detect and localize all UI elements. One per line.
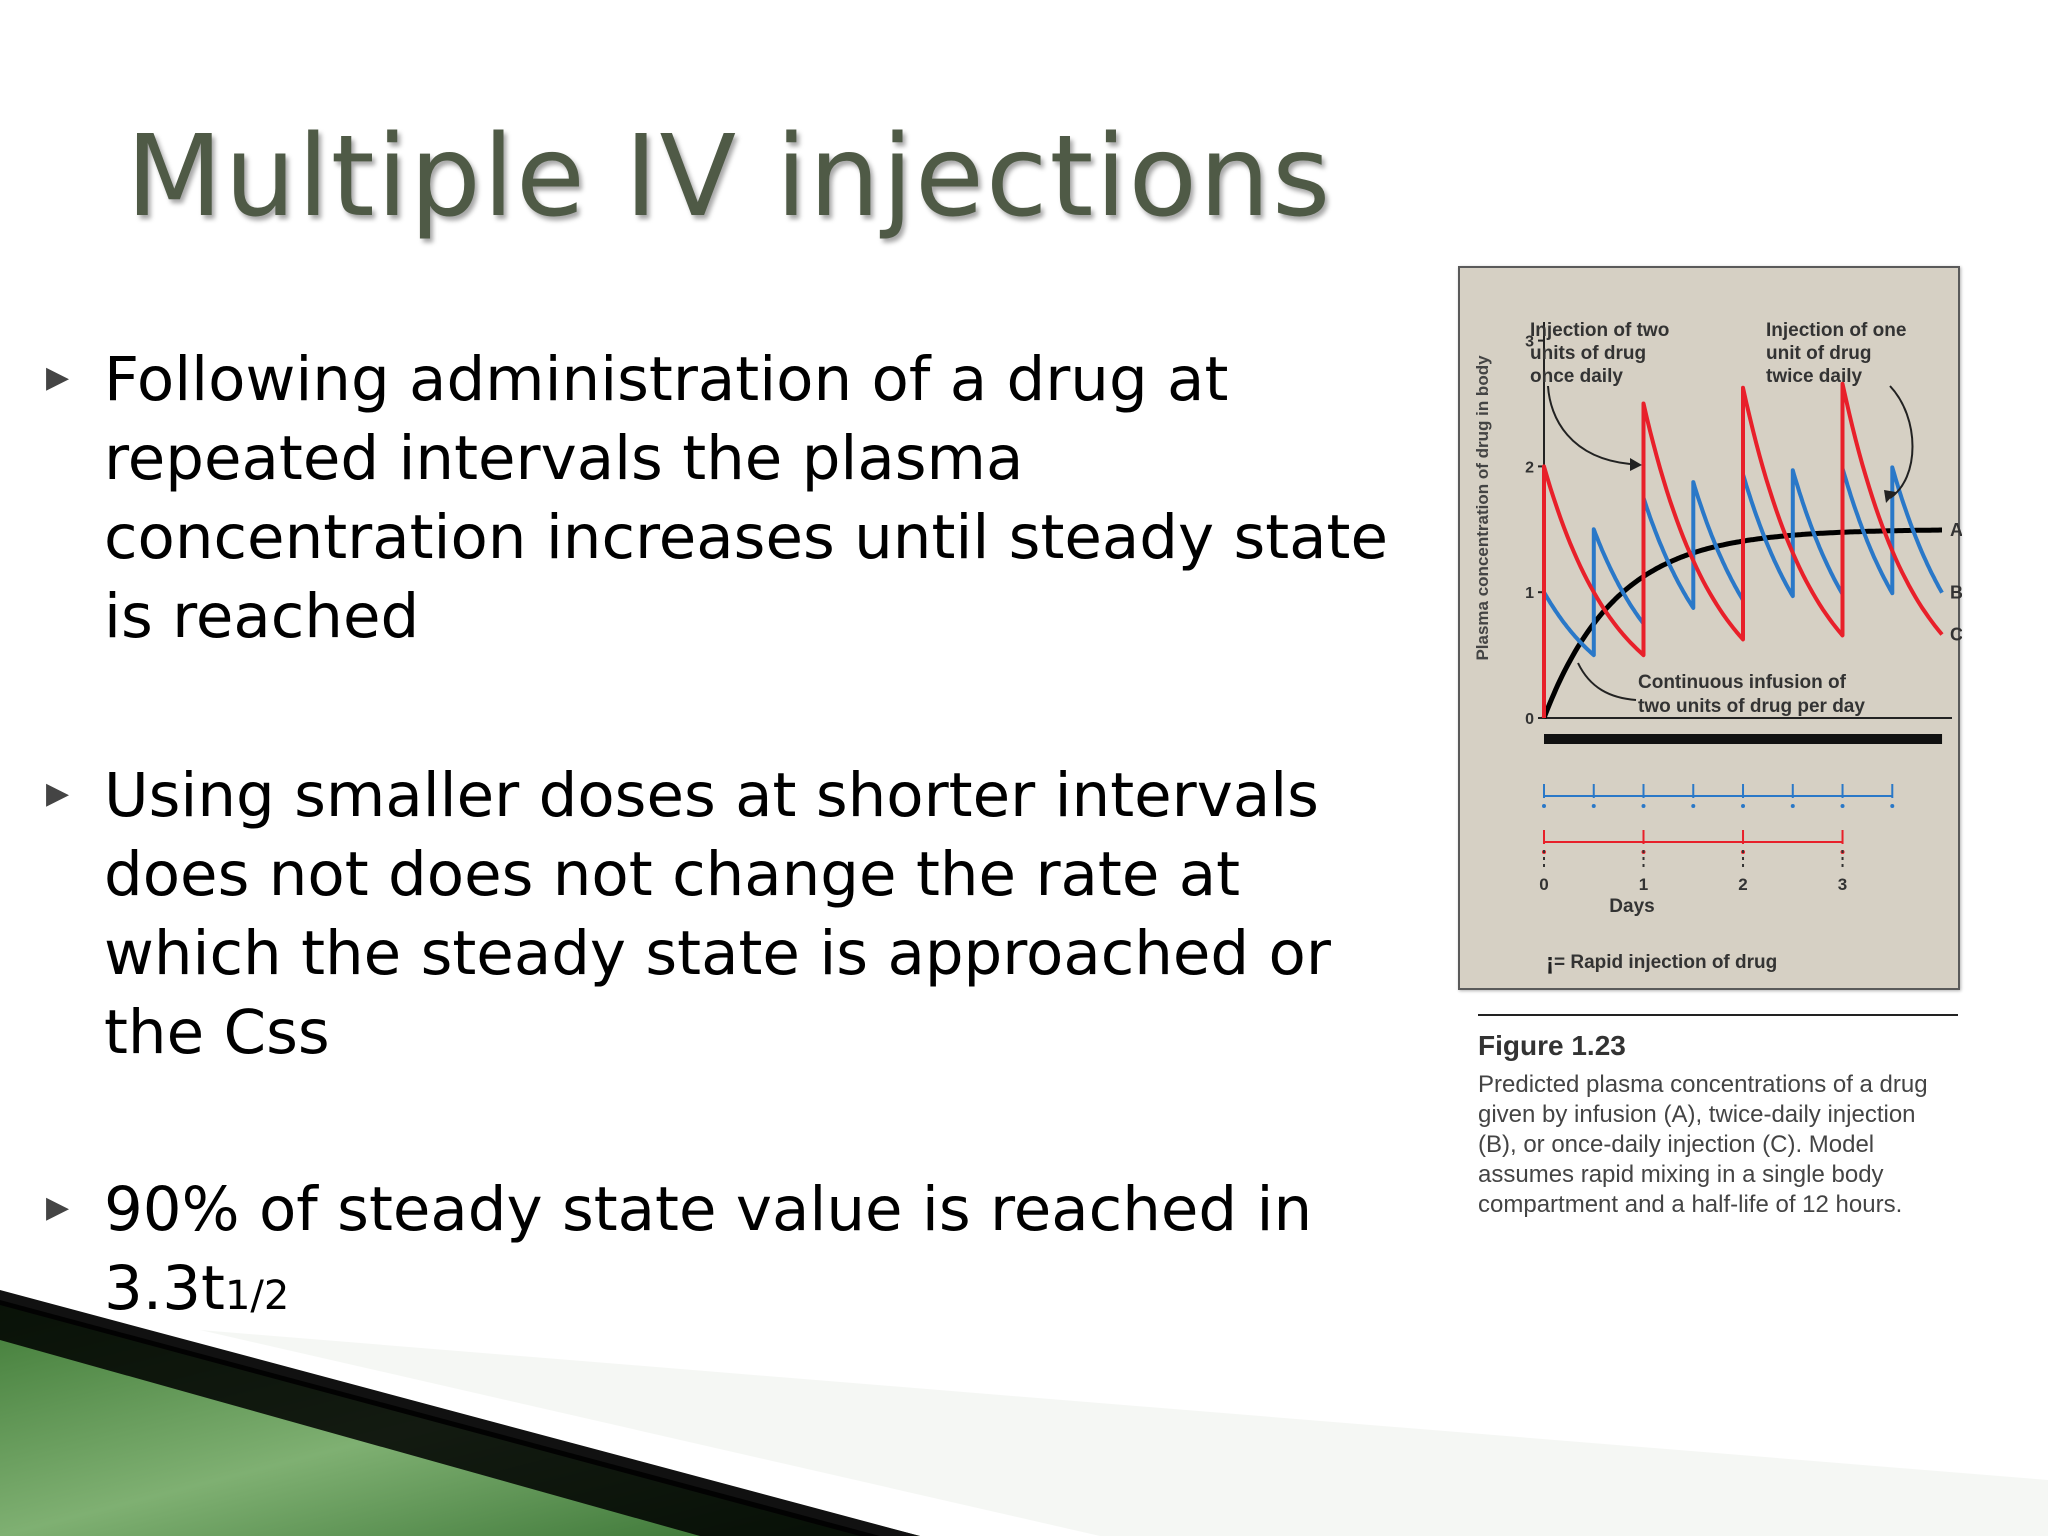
pk-chart: 0 1 2 3 A B C 0 1 2 3 Plasma concentration of drug… [1473, 320, 1962, 976]
caption-text: Predicted plasma concentrations of a dru… [1478, 1071, 1928, 1218]
infusion-bar [1544, 734, 1943, 744]
injection-marker-dot [1840, 804, 1845, 808]
x-tick-label: 2 [1738, 875, 1747, 894]
bullet-text: Following administration of a drug at re… [104, 344, 1389, 652]
injection-marker-dot [1591, 804, 1596, 808]
series-A-label: A [1950, 520, 1962, 540]
injection-marker-dot [1691, 804, 1696, 808]
y-tick-label: 0 [1525, 711, 1534, 728]
annotation-infusion-2: two units of drug per day [1638, 696, 1865, 717]
bullet-text: 90% of steady state value is reached in … [104, 1170, 1406, 1336]
half-life-subscript: 1/2 [224, 1273, 290, 1319]
injection-marker-dot [1890, 804, 1895, 808]
days-axis-label: Days [1609, 896, 1654, 917]
annotation-arrow-left [1547, 385, 1631, 465]
triangle-right-icon: ▶ [46, 360, 70, 395]
bullet-item: ▶ Using smaller doses at shorter interva… [46, 756, 1406, 1072]
annotation-right-3: twice daily [1766, 366, 1863, 387]
triangle-right-icon: ▶ [46, 1190, 70, 1225]
injection-legend-text: = Rapid injection of drug [1554, 952, 1777, 973]
series-C-line [1542, 381, 1944, 718]
annotation-left-3: once daily [1530, 366, 1623, 387]
slide-title: Multiple IV injections [126, 112, 1333, 242]
caption-title: Figure 1.23 [1478, 1030, 1626, 1061]
arrowhead-icon [1884, 490, 1896, 503]
annotation-right-1: Injection of one [1766, 320, 1906, 341]
annotation-infusion-1: Continuous infusion of [1638, 672, 1847, 693]
x-tick-label: 0 [1539, 875, 1548, 894]
injection-marker-dot [1741, 804, 1746, 808]
annotation-arrow-right [1889, 385, 1914, 499]
annotation-arrow-infusion [1577, 662, 1637, 701]
y-tick-label: 3 [1525, 334, 1534, 351]
bullet-text: Using smaller doses at shorter intervals… [104, 760, 1331, 1068]
y-tick-label: 1 [1525, 585, 1534, 602]
bullet-item: ▶ Following administration of a drug at … [46, 340, 1406, 656]
x-tick-label: 1 [1639, 875, 1648, 894]
figure-panel: 0 1 2 3 A B C 0 1 2 3 Plasma concentration of drug… [1458, 266, 1962, 990]
series-B-label: B [1950, 583, 1962, 603]
annotation-left-2: units of drug [1530, 343, 1646, 364]
injection-marker-dot [1641, 804, 1646, 808]
triangle-right-icon: ▶ [46, 776, 70, 811]
x-tick-label: 3 [1838, 875, 1847, 894]
arrowhead-icon [1630, 458, 1642, 471]
injection-marker-dot [1790, 804, 1795, 808]
injection-legend-icon: ¡ [1546, 949, 1554, 976]
y-tick-label: 2 [1525, 459, 1534, 476]
annotation-right-2: unit of drug [1766, 343, 1872, 364]
y-axis-label: Plasma concentration of drug in body [1473, 355, 1492, 661]
series-C-label: C [1950, 624, 1962, 644]
bullet-main-text: 90% of steady state value is reached in … [104, 1174, 1313, 1324]
bullet-item: ▶ 90% of steady state value is reached i… [46, 1170, 1406, 1336]
figure-caption: Figure 1.23 Predicted plasma concentrati… [1478, 1014, 1958, 1220]
caption-divider [1478, 1014, 1958, 1016]
annotation-left-1: Injection of two [1530, 320, 1669, 341]
injection-marker-dot [1542, 804, 1546, 808]
